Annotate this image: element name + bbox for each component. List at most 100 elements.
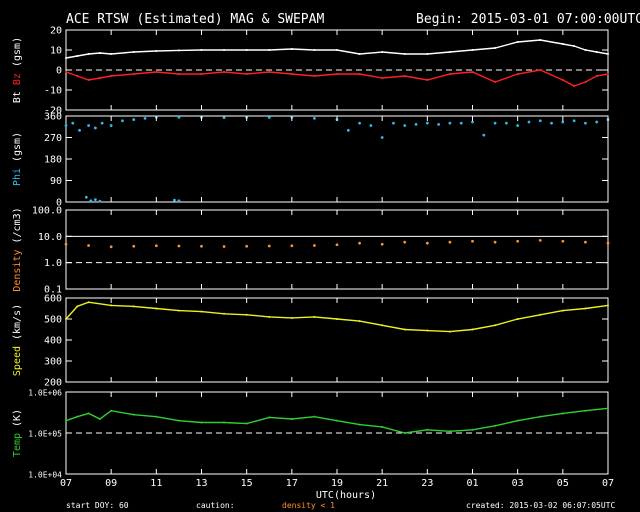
- ytick-label-temp-2: 1.0E+06: [28, 389, 62, 398]
- chart-panels: -20 -10 0 10 20 Bt Bz (gsm) 0 90 180 270 360 Phi (gsm)…: [12, 26, 610, 480]
- point-temp-0-14: [336, 419, 338, 422]
- point-temp-0-20: [471, 428, 474, 431]
- point-mag-1-23: [539, 69, 542, 71]
- series-speed-0: [65, 301, 609, 333]
- ytick-label-speed-3: 500: [44, 315, 62, 326]
- point-mag-1-22: [516, 73, 519, 75]
- created-time: created: 2015-03-02 06:07:05UTC: [466, 501, 615, 510]
- point-speed-0-22: [539, 313, 542, 316]
- point-mag-0-1: [76, 55, 79, 57]
- point-phi-0-9: [143, 116, 147, 120]
- caution-label: caution:: [196, 501, 235, 510]
- point-density-0-21: [538, 239, 542, 242]
- point-density-0-12: [335, 243, 339, 247]
- point-mag-0-25: [573, 45, 576, 47]
- point-density-0-22: [561, 239, 565, 243]
- point-speed-0-5: [155, 307, 158, 310]
- point-temp-0-5: [132, 413, 135, 416]
- ylabel-part-phi-0: Phi: [12, 168, 23, 186]
- point-speed-0-21: [516, 318, 519, 320]
- point-density-0-16: [425, 241, 429, 245]
- point-temp-0-21: [494, 424, 497, 427]
- series-mag-1: [65, 69, 609, 87]
- point-mag-1-8: [200, 73, 203, 75]
- ylabel-speed: Speed (km/s): [12, 304, 23, 376]
- ylabel-temp: Temp (K): [12, 409, 23, 457]
- point-temp-0-8: [200, 421, 203, 424]
- point-mag-1-13: [313, 75, 316, 77]
- point-density-0-6: [200, 244, 203, 248]
- point-speed-0-24: [584, 307, 587, 310]
- point-mag-1-25: [573, 85, 576, 87]
- point-mag-1-3: [98, 77, 101, 79]
- x-axis: 07 09 11 13 15 17 19 21 23 01 03 05 07: [60, 30, 614, 489]
- point-mag-1-6: [155, 71, 158, 73]
- xtick-label-8: 23: [421, 478, 433, 489]
- xtick-label-12: 07: [602, 478, 614, 489]
- point-temp-0-0: [65, 419, 67, 422]
- xtick-label-1: 09: [105, 478, 117, 489]
- point-temp-0-23: [539, 415, 542, 418]
- point-phi-0-5: [100, 121, 104, 125]
- point-temp-0-2: [87, 412, 90, 415]
- panel-phi: 0 90 180 270 360 Phi (gsm): [12, 112, 610, 209]
- point-density-0-24: [606, 241, 610, 245]
- point-speed-0-16: [403, 328, 406, 331]
- point-density-0-3: [132, 244, 136, 248]
- chart-title: ACE RTSW (Estimated) MAG & SWEPAM: [66, 12, 324, 27]
- point-density-0-17: [448, 240, 452, 244]
- point-mag-1-9: [223, 71, 226, 73]
- point-density-0-11: [313, 244, 316, 247]
- point-speed-0-6: [177, 309, 180, 312]
- point-mag-0-4: [110, 53, 113, 55]
- point-mag-0-7: [177, 49, 180, 52]
- point-mag-1-21: [494, 81, 497, 83]
- ytick-label-phi-3: 270: [44, 133, 62, 144]
- point-phi-0-31: [482, 133, 486, 137]
- point-density-0-9: [267, 244, 271, 248]
- ytick-label-phi-1: 90: [50, 176, 62, 187]
- point-phi-0-1: [71, 121, 75, 125]
- point-mag-1-7: [177, 73, 180, 75]
- point-density-0-5: [177, 244, 181, 248]
- point-phi-0-33: [504, 121, 508, 125]
- point-mag-1-26: [584, 81, 587, 83]
- point-temp-0-18: [426, 428, 429, 431]
- ylabel-text-speed: Speed (km/s): [12, 304, 23, 376]
- xtick-label-4: 15: [241, 478, 253, 489]
- point-speed-0-12: [313, 315, 316, 318]
- point-phi-0-11: [177, 115, 181, 119]
- point-speed-0-4: [132, 305, 135, 308]
- point-mag-0-10: [245, 49, 248, 51]
- x-axis-label: UTC(hours): [316, 490, 376, 501]
- point-speed-0-1: [76, 305, 79, 308]
- point-temp-0-10: [245, 422, 248, 425]
- ylabel-part-density-0: Density: [12, 249, 23, 291]
- ylabel-mag: Bt Bz (gsm): [12, 37, 23, 103]
- point-mag-1-12: [290, 73, 293, 75]
- ylabel-text-density: Density (/cm3): [12, 207, 23, 291]
- point-density-0-8: [245, 244, 249, 248]
- point-mag-0-26: [584, 49, 587, 51]
- point-density-0-23: [584, 240, 587, 244]
- point-phi-0-20: [358, 121, 361, 125]
- xtick-label-5: 17: [286, 478, 298, 489]
- xtick-label-9: 01: [466, 478, 478, 489]
- ylabel-density: Density (/cm3): [12, 207, 23, 291]
- point-mag-0-11: [268, 49, 271, 51]
- ylabel-part-speed-1: (km/s): [12, 304, 23, 340]
- point-phi-0-23: [392, 121, 395, 125]
- point-temp-0-22: [516, 419, 519, 422]
- point-speed-0-17: [426, 329, 429, 332]
- point-density-0-2: [109, 245, 113, 249]
- point-mag-0-6: [155, 50, 158, 52]
- point-phi-0-38: [561, 120, 565, 124]
- ytick-label-density-2: 10.0: [38, 232, 62, 243]
- point-mag-1-17: [403, 75, 406, 77]
- point-mag-0-2: [87, 53, 90, 55]
- point-phi-0-45: [93, 198, 97, 202]
- point-phi-0-30: [471, 120, 474, 124]
- point-mag-0-23: [539, 39, 542, 41]
- point-mag-1-5: [132, 73, 135, 75]
- ytick-label-density-3: 100.0: [32, 206, 62, 217]
